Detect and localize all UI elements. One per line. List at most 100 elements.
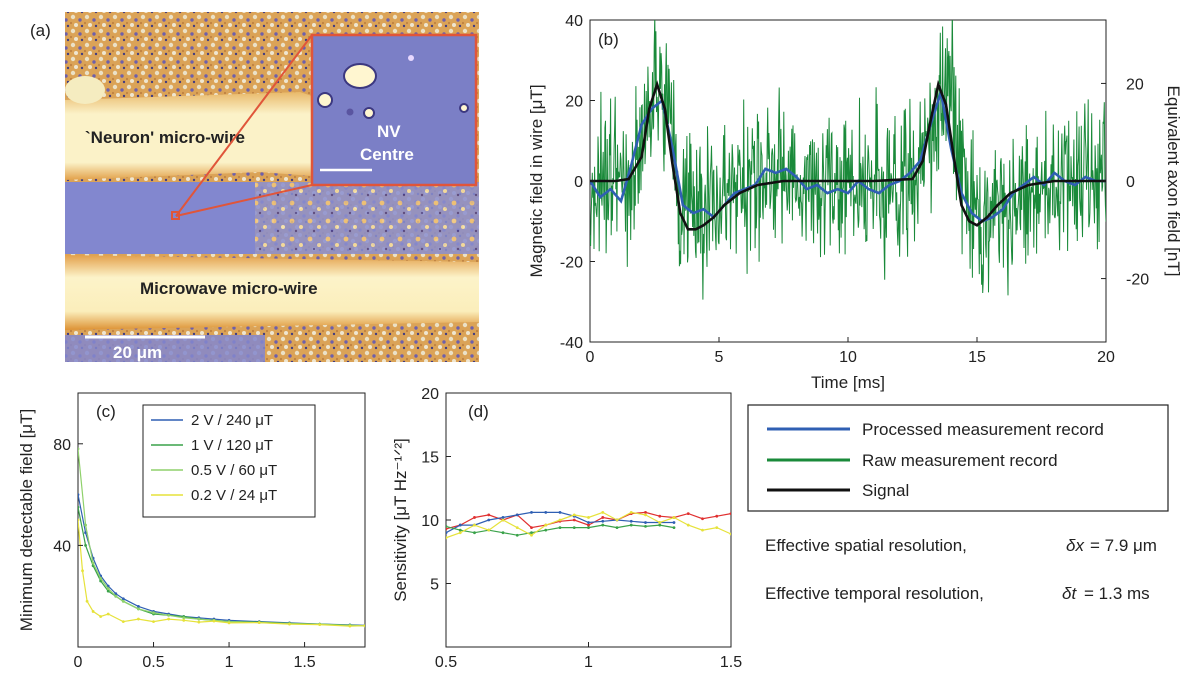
zoom-line-bottom: [175, 184, 313, 217]
data-point: [114, 592, 118, 596]
y-tick-label: 0: [574, 174, 583, 191]
data-point: [629, 519, 633, 523]
y2-tick-label: -20: [1126, 272, 1149, 289]
data-point: [530, 526, 533, 530]
data-point: [615, 518, 619, 522]
data-point: [152, 611, 155, 615]
data-point: [686, 523, 690, 527]
y-tick-label: 80: [53, 437, 71, 454]
data-point: [212, 619, 216, 623]
spatial-resolution-label: Effective spatial resolution,: [765, 536, 967, 555]
data-point: [99, 577, 103, 580]
data-point: [152, 620, 155, 623]
chart-b: 0 5 10 15 20 -40 -20 0 20 40 -20 0 20 Equivalent axon…: [527, 13, 1183, 392]
data-point: [84, 544, 87, 547]
data-point: [91, 610, 95, 613]
data-point: [106, 587, 110, 590]
legend-entry: 0.2 V / 24 μT: [191, 487, 277, 504]
data-point: [572, 526, 576, 530]
data-point: [84, 523, 87, 527]
x-tick-label: 15: [968, 349, 986, 366]
data-point: [644, 510, 647, 514]
data-point: [446, 536, 448, 540]
data-point: [363, 624, 365, 628]
x-tick-label: 10: [839, 349, 857, 366]
temporal-resolution-value: = 1.3 ms: [1084, 584, 1150, 603]
y2-axis-label: Equivalent axon field [nT]: [1164, 86, 1183, 277]
data-point: [729, 532, 731, 536]
data-point: [501, 518, 505, 522]
data-point: [644, 521, 647, 524]
y-tick-label: -40: [560, 335, 583, 352]
data-point: [501, 516, 505, 519]
series-signal-line: [590, 79, 1106, 231]
chart-d: 0.5 1 1.5 5 10 15 20 (d) Sensitivity [μT Hz⁻¹ᐟ²]: [391, 386, 742, 671]
data-point: [182, 616, 186, 620]
y-axis-label: Sensitivity [μT Hz⁻¹ᐟ²]: [391, 438, 410, 602]
panel-label: (b): [598, 30, 619, 49]
data-point: [106, 612, 110, 616]
data-point: [601, 519, 605, 523]
data-point: [197, 620, 201, 624]
data-point: [78, 518, 80, 522]
data-point: [137, 617, 140, 621]
data-point: [558, 510, 562, 514]
data-point: [601, 516, 605, 519]
data-point: [615, 526, 619, 530]
data-point: [458, 523, 462, 527]
chart-c: 0 0.5 1 1.5 40 80 (c) Aquisition time per timep…: [17, 392, 518, 677]
data-point: [487, 518, 491, 522]
data-point: [473, 516, 476, 519]
data-point: [544, 523, 548, 527]
nv-label-line2: Centre: [360, 145, 414, 164]
data-point: [458, 528, 462, 532]
y-tick-label: 15: [421, 450, 439, 467]
data-point: [81, 569, 84, 573]
data-point: [78, 493, 80, 496]
x-tick-label: 0.5: [435, 654, 457, 671]
data-point: [114, 594, 118, 598]
data-point: [182, 618, 186, 622]
data-point: [587, 523, 590, 527]
panel-label: (d): [468, 402, 489, 421]
data-point: [227, 621, 231, 625]
data-point: [121, 599, 125, 603]
data-point: [644, 524, 647, 528]
data-point: [446, 524, 448, 528]
data-point: [672, 516, 676, 519]
temporal-resolution-label: Effective temporal resolution,: [765, 584, 984, 603]
temporal-resolution-symbol: δt: [1062, 584, 1077, 603]
y-tick-label: 20: [421, 386, 439, 403]
data-point: [137, 607, 140, 611]
x-tick-label: 1.5: [720, 654, 742, 671]
y-tick-label: -20: [560, 255, 583, 272]
data-point: [658, 514, 662, 518]
panel-a-label: (a): [30, 21, 51, 40]
data-point: [544, 528, 548, 532]
legend-entry: 0.5 V / 60 μT: [191, 462, 277, 479]
data-point: [121, 620, 125, 623]
y-tick-label: 20: [565, 94, 583, 111]
data-point: [558, 526, 562, 530]
neuron-wire: [65, 92, 312, 180]
data-point: [446, 527, 448, 531]
x-tick-label: 1: [584, 654, 593, 671]
series-raw-measurement-record-line: [590, 20, 1106, 300]
x-tick-label: 5: [715, 349, 724, 366]
data-point: [137, 604, 140, 608]
chart-c-legend: [142, 404, 316, 518]
substrate-region: [65, 182, 255, 254]
y-tick-label: 40: [565, 13, 583, 30]
data-point: [587, 516, 590, 519]
data-point: [91, 561, 95, 565]
data-point: [197, 617, 201, 621]
data-point: [167, 617, 171, 621]
microwave-wire: [65, 255, 479, 330]
x-axis-label: Time [ms]: [811, 373, 885, 392]
x-tick-label: 1.5: [293, 654, 315, 671]
data-point: [672, 521, 676, 524]
data-point: [487, 528, 491, 532]
series-1-v-120-t-line: [78, 507, 365, 627]
data-point: [85, 599, 89, 603]
data-point: [458, 531, 462, 535]
